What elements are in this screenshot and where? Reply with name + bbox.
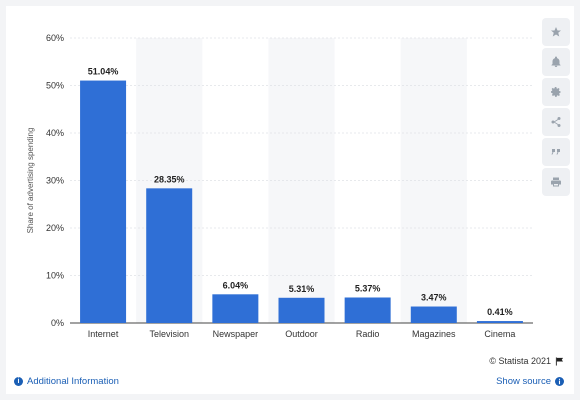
toolbar xyxy=(542,18,570,196)
data-label: 51.04% xyxy=(88,67,119,77)
additional-information-link[interactable]: i Additional Information xyxy=(14,376,119,387)
share-icon[interactable] xyxy=(542,108,570,136)
bar[interactable] xyxy=(278,297,325,323)
bar[interactable] xyxy=(212,294,259,323)
x-tick-label: Internet xyxy=(88,329,119,339)
data-label: 6.04% xyxy=(223,280,249,290)
bar[interactable] xyxy=(410,306,457,323)
data-label: 28.35% xyxy=(154,174,185,184)
data-label: 0.41% xyxy=(487,307,513,317)
print-icon[interactable] xyxy=(542,168,570,196)
flag-icon[interactable] xyxy=(555,356,564,366)
show-source-label: Show source xyxy=(496,376,551,387)
x-tick-label: Newspaper xyxy=(213,329,259,339)
y-tick-label: 50% xyxy=(46,81,64,91)
x-tick-label: Television xyxy=(149,329,189,339)
info-icon: i xyxy=(14,377,23,386)
chart-card: 0% 10% 20% 30% 40% 50% 60% 51.04% 28.35% 6.04% 5.… xyxy=(6,6,574,394)
x-tick-label: Magazines xyxy=(412,329,456,339)
data-label: 5.31% xyxy=(289,284,315,294)
y-tick-label: 40% xyxy=(46,128,64,138)
y-tick-label: 30% xyxy=(46,176,64,186)
y-tick-label: 60% xyxy=(46,33,64,43)
star-icon[interactable] xyxy=(542,18,570,46)
show-source-link[interactable]: Show source xyxy=(496,376,564,387)
x-tick-label: Outdoor xyxy=(285,329,318,339)
y-tick-label: 20% xyxy=(46,223,64,233)
gear-icon[interactable] xyxy=(542,78,570,106)
y-tick-label: 10% xyxy=(46,271,64,281)
bar[interactable] xyxy=(146,188,193,323)
bell-icon[interactable] xyxy=(542,48,570,76)
y-axis-label: Share of advertising spending xyxy=(26,128,35,234)
bar[interactable] xyxy=(476,321,523,323)
statista-credit: © Statista 2021 xyxy=(489,356,564,366)
bar[interactable] xyxy=(344,297,391,323)
data-label: 5.37% xyxy=(355,283,381,293)
y-tick-label: 0% xyxy=(51,318,64,328)
data-label: 3.47% xyxy=(421,293,447,303)
x-tick-label: Radio xyxy=(356,329,380,339)
credit-text: © Statista 2021 xyxy=(489,356,551,366)
x-tick-label: Cinema xyxy=(484,329,515,339)
bar[interactable] xyxy=(80,80,127,323)
bar-chart: 0% 10% 20% 30% 40% 50% 60% 51.04% 28.35% 6.04% 5.… xyxy=(26,33,533,339)
info-icon xyxy=(555,377,564,386)
additional-information-label: Additional Information xyxy=(27,376,119,387)
quote-icon[interactable] xyxy=(542,138,570,166)
